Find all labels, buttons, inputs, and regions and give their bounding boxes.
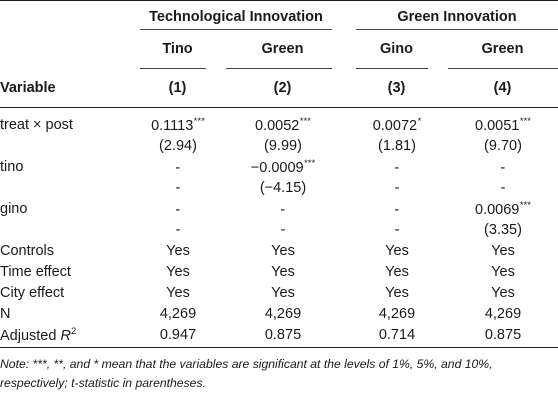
group-label-technological: Technological Innovation: [140, 9, 332, 30]
cell-tstat: -: [280, 221, 286, 238]
row-label-city-effect: City effect: [0, 284, 65, 301]
row-label-gino: gino: [0, 200, 28, 217]
cell-value: 0.714: [340, 324, 438, 348]
cell-value: 4,269: [159, 305, 197, 322]
dep-var-3: Gino: [379, 40, 414, 57]
table-row-time-effect: Time effect Yes Yes Yes Yes: [0, 261, 558, 282]
cell-value: Yes: [271, 263, 295, 280]
row-label-tino: tino: [0, 158, 24, 175]
cell-value: 0.947: [118, 324, 216, 348]
column-number-1: (1): [118, 69, 216, 108]
table-row-gino-tstat: - - - (3.35): [0, 219, 558, 240]
table-note-line-1: Note: ***, **, and * mean that the varia…: [0, 357, 493, 371]
cell-coef: 0.0072*: [372, 115, 422, 134]
cell-tstat: -: [175, 221, 181, 238]
table-row-treat-post: treat × post 0.1113*** 0.0052*** 0.0072*…: [0, 108, 558, 136]
cell-coef: -: [394, 201, 400, 218]
group-header-technological: Technological Innovation: [118, 1, 340, 34]
cell-coef: -: [175, 159, 181, 176]
cell-value: 4,269: [378, 305, 416, 322]
cell-coef: -: [500, 159, 506, 176]
dep-var-1: Tino: [162, 40, 193, 57]
group-header-green: Green Innovation: [340, 1, 558, 34]
cell-value: Yes: [166, 284, 190, 301]
dep-empty: [0, 34, 118, 68]
cell-value: Yes: [385, 263, 409, 280]
dep-underline-2: [216, 68, 340, 69]
dep-underline-3: [340, 68, 438, 69]
top-rule-row: [0, 0, 558, 1]
cell-coef: 0.0069***: [475, 199, 531, 218]
table-row-n: N 4,269 4,269 4,269 4,269: [0, 303, 558, 324]
cell-coef: -: [175, 201, 181, 218]
regression-table: Technological Innovation Green Innovatio…: [0, 0, 558, 348]
row-label-controls: Controls: [0, 242, 54, 259]
cell-tstat: -: [394, 221, 400, 238]
cell-value: 0.875: [438, 324, 558, 348]
cell-coef: 0.0052***: [255, 115, 311, 134]
column-number-3: (3): [340, 69, 438, 108]
cell-tstat: (2.94): [159, 137, 197, 154]
variable-header: Variable: [0, 69, 118, 108]
table-row-adjusted-r2: Adjusted R2 0.947 0.875 0.714 0.875: [0, 324, 558, 348]
dependent-variable-row: Tino Green Gino Green: [0, 34, 558, 68]
row-label-adjusted-r2: Adjusted R2: [0, 324, 118, 348]
cell-coef: −0.0009***: [250, 157, 316, 176]
dep-underline-4: [438, 68, 558, 69]
cell-coef: -: [280, 201, 286, 218]
cell-tstat: (3.35): [484, 221, 522, 238]
group-header-empty: [0, 1, 118, 34]
cell-value: 4,269: [484, 305, 522, 322]
cell-tstat: -: [394, 179, 400, 196]
cell-coef: 0.1113***: [151, 115, 205, 134]
cell-value: Yes: [271, 242, 295, 259]
column-number-row: Variable (1) (2) (3) (4): [0, 69, 558, 108]
cell-coef: 0.0051***: [475, 115, 531, 134]
table-row-tino-tstat: - (−4.15) - -: [0, 177, 558, 198]
table-row-controls: Controls Yes Yes Yes Yes: [0, 240, 558, 261]
table-note-line-2: respectively; t-statistic in parentheses…: [0, 376, 206, 390]
cell-value: Yes: [271, 284, 295, 301]
cell-tstat: (1.81): [378, 137, 416, 154]
cell-tstat: (−4.15): [259, 179, 307, 196]
column-number-4: (4): [438, 69, 558, 108]
dep-var-2: Green: [261, 40, 304, 57]
cell-coef: -: [394, 159, 400, 176]
cell-value: 4,269: [264, 305, 302, 322]
cell-tstat: (9.99): [264, 137, 302, 154]
cell-value: Yes: [385, 284, 409, 301]
dep-var-4: Green: [481, 40, 524, 57]
cell-value: Yes: [166, 242, 190, 259]
column-number-2: (2): [216, 69, 340, 108]
row-label-time-effect: Time effect: [0, 263, 71, 280]
group-label-green: Green Innovation: [356, 9, 558, 30]
table-row-treat-post-tstat: (2.94) (9.99) (1.81) (9.70): [0, 135, 558, 156]
cell-value: Yes: [491, 284, 515, 301]
dep-underline-row: [0, 68, 558, 69]
row-label-treat-post: treat × post: [0, 116, 73, 133]
cell-value: Yes: [491, 242, 515, 259]
regression-table-container: Technological Innovation Green Innovatio…: [0, 0, 558, 348]
cell-tstat: (9.70): [484, 137, 522, 154]
table-row-tino: tino - −0.0009*** - -: [0, 156, 558, 177]
cell-tstat: -: [175, 179, 181, 196]
cell-value: Yes: [166, 263, 190, 280]
cell-value: Yes: [385, 242, 409, 259]
table-row-gino: gino - - - 0.0069***: [0, 198, 558, 219]
cell-value: Yes: [491, 263, 515, 280]
cell-value: 0.875: [216, 324, 340, 348]
row-label-n: N: [0, 305, 11, 322]
table-note: Note: ***, **, and * mean that the varia…: [0, 355, 556, 393]
cell-tstat: -: [500, 179, 506, 196]
dep-underline-1: [118, 68, 216, 69]
group-header-row: Technological Innovation Green Innovatio…: [0, 1, 558, 34]
table-row-city-effect: City effect Yes Yes Yes Yes: [0, 282, 558, 303]
